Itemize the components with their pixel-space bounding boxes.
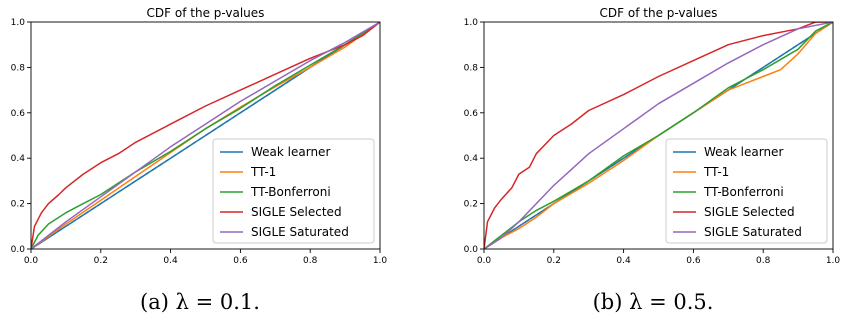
y-tick-label: 0.8 <box>464 63 479 73</box>
legend-label: Weak learner <box>251 145 330 159</box>
legend-label: TT-1 <box>250 165 276 179</box>
legend: Weak learner TT-1 TT-Bonferroni SIGLE Selec… <box>665 138 828 244</box>
legend: Weak learner TT-1 TT-Bonferroni SIGLE Selec… <box>212 138 375 244</box>
series-line-tt-bonferroni <box>484 22 833 249</box>
chart-title: CDF of the p-values <box>147 6 265 20</box>
legend-label: Weak learner <box>704 145 783 159</box>
x-tick-label: 0.6 <box>233 256 248 266</box>
y-tick-label: 0.6 <box>464 109 479 119</box>
legend-box <box>212 138 375 244</box>
series-line-sigle-selected <box>484 22 833 249</box>
x-tick-label: 0.0 <box>477 256 492 266</box>
x-tick-label: 0.6 <box>686 256 701 266</box>
y-tick-label: 0.0 <box>464 245 479 255</box>
plot-frame <box>483 21 834 250</box>
series-line-sigle-saturated <box>31 22 380 249</box>
y-tick-label: 0.2 <box>11 200 25 210</box>
legend-label: SIGLE Selected <box>704 205 795 219</box>
plot-frame <box>30 21 381 250</box>
legend-label: SIGLE Saturated <box>251 225 349 239</box>
x-tick-label: 0.4 <box>616 256 631 266</box>
x-tick-label: 1.0 <box>826 256 841 266</box>
series-line-sigle-selected <box>31 22 380 249</box>
legend-label: SIGLE Selected <box>251 205 342 219</box>
y-tick-label: 0.2 <box>464 200 478 210</box>
chart-b-caption: (b) λ = 0.5. <box>592 290 714 314</box>
x-tick-label: 0.8 <box>303 256 318 266</box>
chart-title: CDF of the p-values <box>600 6 718 20</box>
x-tick-label: 0.8 <box>756 256 771 266</box>
y-tick-label: 0.6 <box>11 109 26 119</box>
chart-b-svg: CDF of the p-values 0.0 0.2 0.4 0.6 0.8 1.0 0.0… <box>464 6 841 266</box>
series-line-sigle-saturated <box>484 22 833 249</box>
legend-label: TT-1 <box>703 165 729 179</box>
legend-label: TT-Bonferroni <box>703 185 784 199</box>
x-tick-label: 0.0 <box>24 256 39 266</box>
x-tick-label: 0.2 <box>94 256 108 266</box>
y-tick-label: 1.0 <box>11 18 26 28</box>
x-tick-label: 0.4 <box>163 256 178 266</box>
y-tick-label: 0.8 <box>11 63 26 73</box>
x-tick-label: 0.2 <box>547 256 561 266</box>
y-tick-label: 1.0 <box>464 18 479 28</box>
chart-a-caption: (a) λ = 0.1. <box>140 290 260 314</box>
y-tick-label: 0.0 <box>11 245 26 255</box>
chart-panel-a: CDF of the p-values 0.0 0.2 0.4 0.6 0.8 1.0 0.0… <box>0 0 400 328</box>
chart-a-svg: CDF of the p-values 0.0 0.2 0.4 0.6 0.8 1.0 0.0… <box>11 6 388 266</box>
x-tick-label: 1.0 <box>373 256 388 266</box>
legend-box <box>665 138 828 244</box>
chart-panel-b: CDF of the p-values 0.0 0.2 0.4 0.6 0.8 1.0 0.0… <box>453 0 853 328</box>
legend-label: SIGLE Saturated <box>704 225 802 239</box>
legend-label: TT-Bonferroni <box>250 185 331 199</box>
y-tick-label: 0.4 <box>11 154 26 164</box>
series-line-tt-bonferroni <box>31 22 380 249</box>
y-tick-label: 0.4 <box>464 154 479 164</box>
